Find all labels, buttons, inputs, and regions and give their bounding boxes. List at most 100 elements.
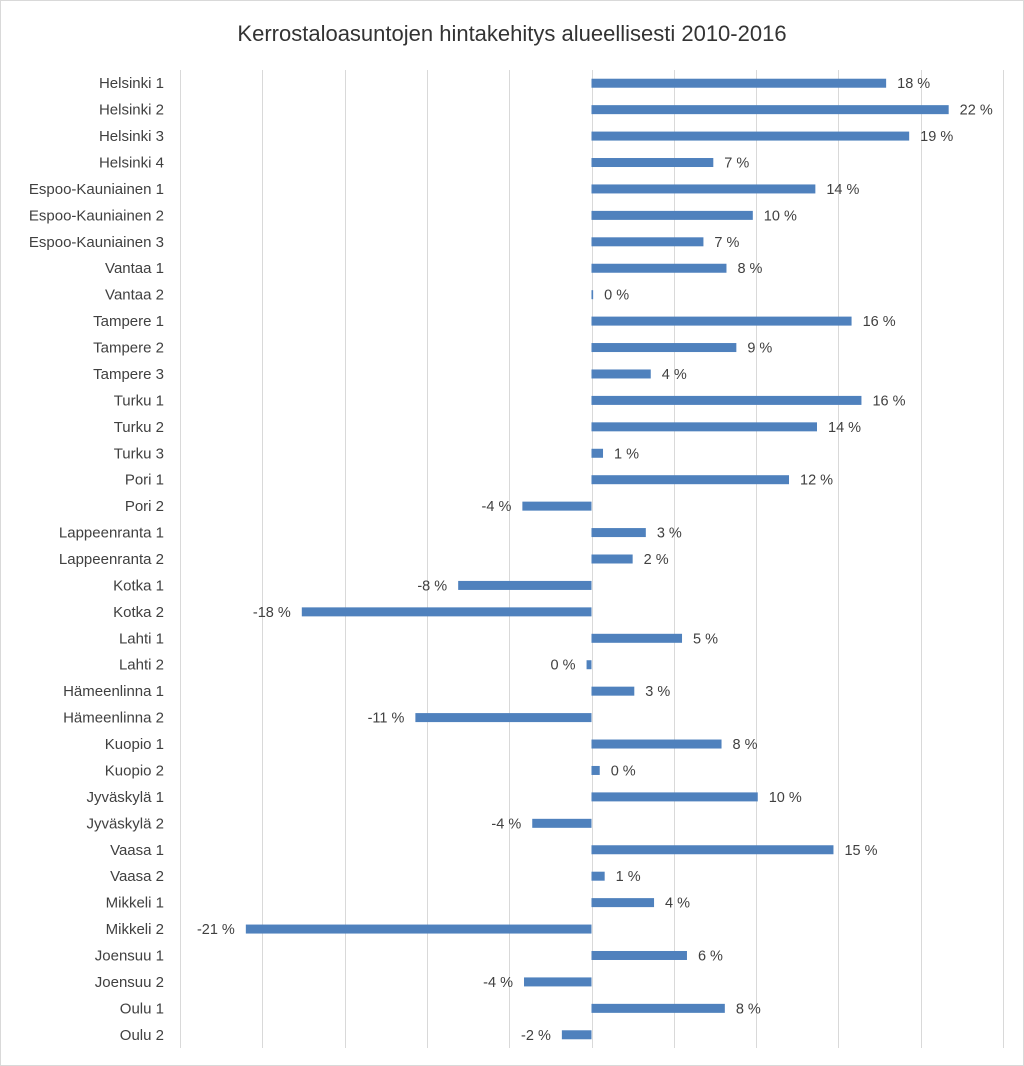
bar bbox=[591, 898, 655, 908]
bars bbox=[245, 78, 949, 1040]
category-label: Espoo-Kauniainen 3 bbox=[29, 234, 164, 251]
data-label: 0 % bbox=[604, 288, 629, 304]
data-label: 8 % bbox=[733, 737, 758, 753]
category-label: Turku 2 bbox=[114, 419, 164, 436]
category-label: Mikkeli 2 bbox=[106, 921, 164, 938]
bar bbox=[591, 1003, 725, 1013]
data-label: 16 % bbox=[872, 393, 905, 409]
category-label: Oulu 2 bbox=[120, 1027, 164, 1044]
bar bbox=[415, 713, 592, 723]
bar bbox=[591, 78, 887, 88]
bar bbox=[524, 977, 592, 987]
bar bbox=[301, 607, 592, 617]
data-label: -21 % bbox=[197, 922, 235, 938]
data-label: 10 % bbox=[764, 208, 797, 224]
data-label: -4 % bbox=[491, 816, 521, 832]
category-label: Tampere 2 bbox=[93, 340, 164, 357]
bar bbox=[591, 633, 683, 643]
bar bbox=[591, 263, 727, 273]
bar bbox=[591, 237, 704, 247]
data-label: 14 % bbox=[828, 420, 861, 436]
category-label: Helsinki 1 bbox=[99, 75, 164, 92]
bar bbox=[591, 105, 949, 115]
data-label: -4 % bbox=[482, 499, 512, 515]
bar bbox=[591, 422, 818, 432]
data-label: 12 % bbox=[800, 473, 833, 489]
data-label: 4 % bbox=[662, 367, 687, 383]
bar bbox=[591, 686, 635, 696]
data-label: 16 % bbox=[863, 314, 896, 330]
bar bbox=[586, 660, 592, 670]
data-label: 19 % bbox=[920, 129, 953, 145]
bar bbox=[591, 871, 605, 881]
data-label: 2 % bbox=[644, 552, 669, 568]
data-label: 6 % bbox=[698, 948, 723, 964]
data-label: 3 % bbox=[657, 526, 682, 542]
bar bbox=[591, 290, 594, 300]
bar bbox=[591, 528, 646, 538]
bar bbox=[591, 950, 687, 960]
bar bbox=[458, 580, 592, 590]
bar bbox=[591, 395, 862, 405]
category-label: Vaasa 1 bbox=[110, 842, 164, 859]
data-label: 9 % bbox=[747, 341, 772, 357]
bar bbox=[591, 475, 790, 485]
bar bbox=[591, 792, 758, 802]
data-label: 1 % bbox=[614, 446, 639, 462]
category-label: Tampere 1 bbox=[93, 313, 164, 330]
data-label: 14 % bbox=[826, 182, 859, 198]
category-label: Jyväskylä 2 bbox=[86, 815, 164, 832]
category-label: Helsinki 4 bbox=[99, 155, 164, 172]
category-label: Turku 1 bbox=[114, 392, 164, 409]
bar bbox=[532, 818, 592, 828]
category-label: Lahti 1 bbox=[119, 630, 164, 647]
category-label: Kuopio 1 bbox=[105, 736, 164, 753]
bar bbox=[591, 184, 816, 194]
data-label: 22 % bbox=[960, 103, 993, 119]
category-label: Jyväskylä 1 bbox=[86, 789, 164, 806]
data-label: -18 % bbox=[253, 605, 291, 621]
bar bbox=[591, 765, 600, 775]
bar bbox=[591, 158, 714, 168]
data-label: 8 % bbox=[737, 261, 762, 277]
bar bbox=[591, 369, 651, 379]
data-label: 7 % bbox=[714, 235, 739, 251]
bar bbox=[591, 739, 722, 749]
data-label: -4 % bbox=[483, 975, 513, 991]
data-label: -8 % bbox=[417, 578, 447, 594]
category-label: Vaasa 2 bbox=[110, 868, 164, 885]
bar bbox=[591, 343, 737, 353]
category-label: Mikkeli 1 bbox=[106, 895, 164, 912]
category-label: Joensuu 2 bbox=[95, 974, 164, 991]
data-label: 1 % bbox=[616, 869, 641, 885]
data-label: -11 % bbox=[368, 711, 405, 727]
category-label: Kotka 1 bbox=[113, 577, 164, 594]
data-label: 0 % bbox=[611, 763, 636, 779]
category-label: Helsinki 2 bbox=[99, 102, 164, 119]
category-label: Hämeenlinna 2 bbox=[63, 710, 164, 727]
bar bbox=[245, 924, 592, 934]
category-label: Kuopio 2 bbox=[105, 762, 164, 779]
category-label: Vantaa 2 bbox=[105, 287, 164, 304]
bar bbox=[591, 316, 852, 326]
data-label: 15 % bbox=[844, 843, 877, 859]
category-label: Joensuu 1 bbox=[95, 947, 164, 964]
category-label: Lahti 2 bbox=[119, 657, 164, 674]
data-label: 0 % bbox=[551, 658, 576, 674]
data-labels: 18 % 22 % 19 % 7 % 14 % 10 % 7 % 8 % 0 % 16 % 9 % 4… bbox=[197, 76, 993, 1044]
data-label: 5 % bbox=[693, 631, 718, 647]
data-label: 3 % bbox=[645, 684, 670, 700]
category-label: Pori 2 bbox=[125, 498, 164, 515]
category-labels: Helsinki 1 Helsinki 2 Helsinki 3 Helsinki 4… bbox=[29, 75, 164, 1044]
category-label: Oulu 1 bbox=[120, 1000, 164, 1017]
bar bbox=[591, 845, 834, 855]
data-label: 8 % bbox=[736, 1001, 761, 1017]
category-label: Vantaa 1 bbox=[105, 260, 164, 277]
category-label: Espoo-Kauniainen 2 bbox=[29, 207, 164, 224]
bar bbox=[591, 210, 753, 220]
category-label: Pori 1 bbox=[125, 472, 164, 489]
data-label: 18 % bbox=[897, 76, 930, 92]
bar bbox=[591, 131, 910, 141]
category-label: Lappeenranta 1 bbox=[59, 525, 164, 542]
